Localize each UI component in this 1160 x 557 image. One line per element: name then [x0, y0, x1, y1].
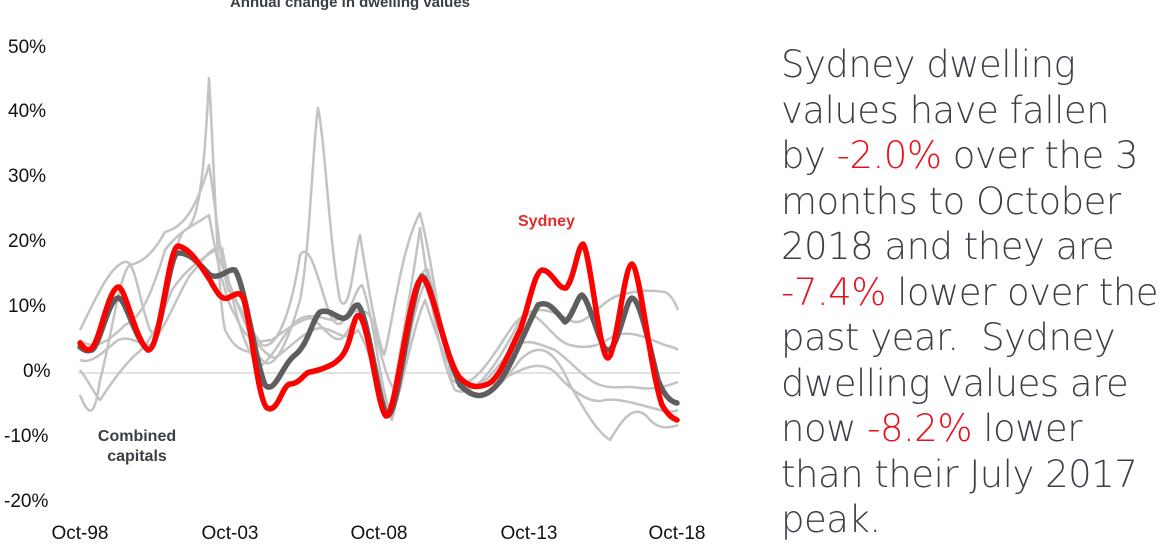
- annual-change: -7.4%: [781, 270, 886, 314]
- narrative-line: months to October: [781, 179, 1121, 223]
- y-tick: -20%: [4, 491, 49, 512]
- narrative-line: past year. Sydney: [781, 316, 1116, 359]
- narrative-line: 2018 and they are: [781, 225, 1115, 268]
- y-tick: 20%: [8, 231, 47, 252]
- narrative-text: Sydney dwelling values have fallen by -2…: [781, 42, 1160, 543]
- sydney-annotation: Sydney: [518, 213, 575, 230]
- text: now: [781, 407, 868, 450]
- y-tick: 0%: [23, 361, 51, 382]
- y-tick: 40%: [8, 101, 47, 122]
- y-tick: 10%: [8, 296, 47, 317]
- three-month-change: -2.0%: [836, 134, 942, 177]
- narrative-line: -7.4% lower over the: [781, 270, 1160, 316]
- text: over the 3: [941, 134, 1139, 177]
- x-tick: Oct-03: [201, 523, 259, 544]
- narrative-line: Sydney dwelling: [781, 43, 1076, 86]
- narrative-line: peak.: [781, 498, 881, 541]
- y-tick: 50%: [8, 37, 47, 58]
- narrative-line: values have fallen: [781, 88, 1110, 132]
- narrative-line: by -2.0% over the 3: [781, 133, 1160, 179]
- x-tick: Oct-08: [350, 523, 408, 544]
- text: by: [781, 134, 837, 177]
- x-tick: Oct-13: [500, 523, 558, 544]
- x-tick: Oct-98: [51, 523, 109, 544]
- narrative-line: dwelling values are: [781, 361, 1129, 405]
- peak-change: -8.2%: [867, 407, 972, 450]
- narrative-line: than their July 2017: [781, 452, 1138, 496]
- chart-title: Annual change in dwelling values: [229, 0, 471, 11]
- y-tick: -10%: [4, 426, 49, 447]
- plot-area: [77, 76, 680, 442]
- text: lower: [971, 407, 1082, 450]
- combined-capitals-annotation: Combined capitals: [97, 428, 177, 465]
- x-tick: Oct-18: [648, 523, 706, 544]
- text: lower over the: [885, 270, 1159, 314]
- y-tick: 30%: [8, 166, 47, 187]
- narrative-line: now -8.2% lower: [781, 406, 1160, 452]
- sydney-line: [77, 241, 680, 423]
